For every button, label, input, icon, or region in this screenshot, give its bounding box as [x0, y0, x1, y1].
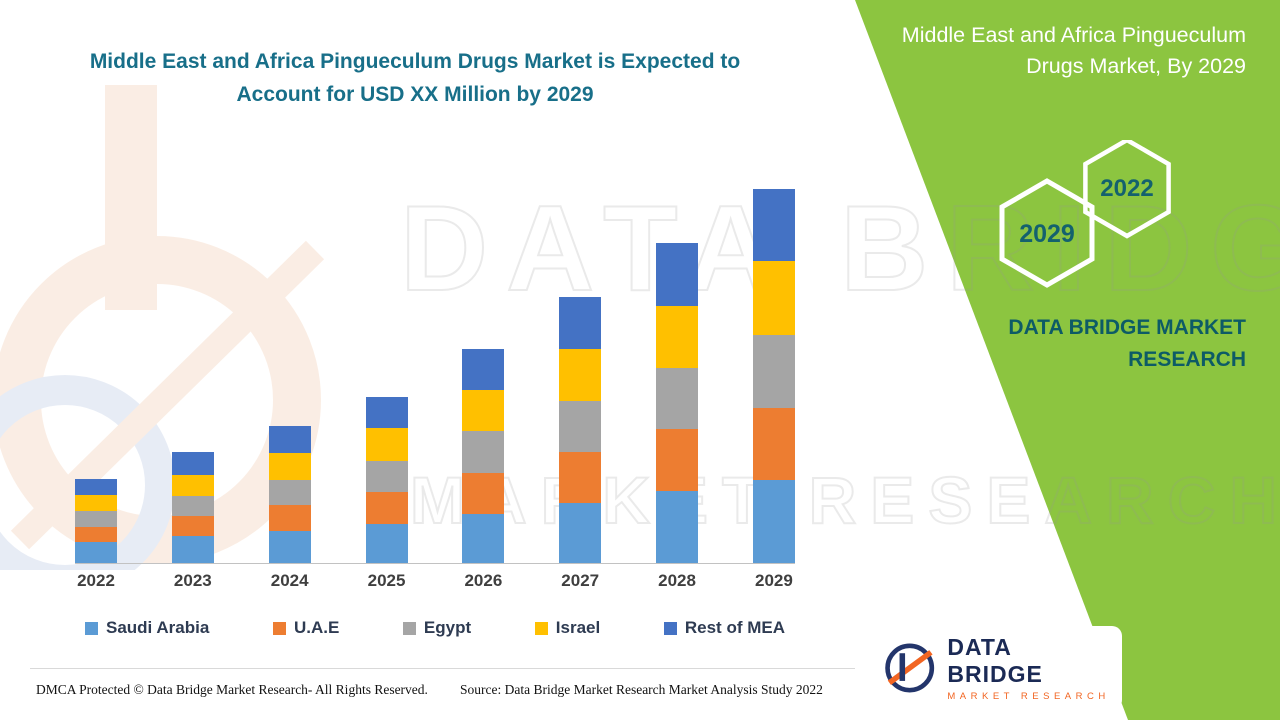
- segment-israel: [365, 428, 408, 461]
- segment-u-a-e: [75, 526, 117, 543]
- logo-tagline: MARKET RESEARCH: [947, 691, 1110, 702]
- segment-u-a-e: [171, 515, 214, 537]
- segment-egypt: [75, 510, 117, 527]
- panel-brand-text: DATA BRIDGE MARKET RESEARCH: [1008, 316, 1246, 371]
- logo-mark-icon: [885, 643, 935, 693]
- segment-israel: [462, 390, 505, 432]
- segment-israel: [75, 495, 117, 511]
- segment-israel: [656, 305, 699, 368]
- bar-2029: [752, 188, 795, 563]
- segment-saudi-arabia: [462, 513, 505, 563]
- bar-2022: [75, 478, 117, 563]
- bar-2027: [559, 296, 602, 563]
- x-tick-label-2023: 2023: [173, 571, 212, 590]
- segment-egypt: [171, 496, 214, 516]
- x-tick-label-2024: 2024: [270, 571, 309, 590]
- panel-title: Middle East and Africa Pingueculum Drugs…: [901, 23, 1246, 79]
- segment-egypt: [462, 431, 505, 473]
- segment-rest-of-mea: [171, 452, 214, 475]
- segment-rest-of-mea: [75, 478, 117, 496]
- segment-saudi-arabia: [365, 523, 408, 563]
- legend-swatch-icon: [402, 621, 416, 635]
- segment-rest-of-mea: [365, 396, 408, 429]
- chart-headline: Middle East and Africa Pingueculum Drugs…: [89, 50, 741, 106]
- year-hexagons: 2022 2029: [999, 140, 1171, 288]
- segment-rest-of-mea: [559, 296, 602, 349]
- segment-egypt: [268, 479, 311, 506]
- legend-item-israel: Israel: [534, 618, 601, 638]
- segment-egypt: [365, 460, 408, 493]
- segment-u-a-e: [559, 452, 602, 504]
- segment-israel: [268, 453, 311, 480]
- legend-item-egypt: Egypt: [402, 618, 472, 638]
- x-tick-label-2028: 2028: [658, 571, 696, 590]
- source-note: Source: Data Bridge Market Research Mark…: [460, 682, 823, 697]
- segment-u-a-e: [268, 505, 311, 531]
- hexagon-year-2029: 2029: [1019, 220, 1075, 248]
- x-tick-label-2025: 2025: [367, 571, 406, 590]
- legend-label: Egypt: [423, 618, 472, 637]
- hexagon-2022: [1083, 140, 1171, 239]
- segment-saudi-arabia: [656, 491, 699, 563]
- segment-saudi-arabia: [268, 530, 311, 563]
- segment-saudi-arabia: [559, 503, 602, 563]
- segment-rest-of-mea: [656, 242, 699, 306]
- segment-egypt: [559, 400, 602, 452]
- hexagon-year-2022: 2022: [1100, 175, 1153, 202]
- bar-2025: [365, 396, 408, 563]
- x-tick-label-2027: 2027: [561, 571, 600, 590]
- legend-swatch-icon: [534, 621, 548, 635]
- segment-saudi-arabia: [171, 536, 214, 563]
- segment-u-a-e: [462, 472, 505, 514]
- legend: Saudi Arabia U.A.E Egypt Israel Rest of MEA: [85, 618, 785, 638]
- legend-item-rest-of-mea: Rest of MEA: [663, 618, 785, 638]
- dmca-notice: DMCA Protected © Data Bridge Market Rese…: [36, 682, 428, 697]
- segment-rest-of-mea: [268, 425, 311, 453]
- bar-2028: [656, 242, 699, 563]
- segment-israel: [171, 474, 214, 497]
- plot-area: [75, 170, 795, 564]
- x-tick-label-2029: 2029: [754, 571, 793, 590]
- x-axis-labels: 2022 2023 2024 2025 2026 2027 2028 2029: [75, 571, 795, 591]
- legend-swatch-icon: [272, 621, 286, 635]
- x-tick-label-2022: 2022: [77, 571, 115, 590]
- legend-label: Israel: [555, 618, 601, 637]
- segment-rest-of-mea: [462, 348, 505, 391]
- segment-u-a-e: [752, 407, 795, 481]
- company-logo: DATA BRIDGE MARKET RESEARCH: [872, 626, 1122, 710]
- segment-saudi-arabia: [752, 480, 795, 563]
- legend-swatch-icon: [85, 621, 98, 635]
- logo-name: DATA BRIDGE: [947, 634, 1043, 687]
- segment-rest-of-mea: [752, 188, 795, 262]
- legend-item-u-a-e: U.A.E: [272, 618, 340, 638]
- legend-label: Saudi Arabia: [106, 618, 210, 637]
- footer-divider: [30, 668, 855, 669]
- bar-2024: [268, 425, 311, 563]
- hexagon-2029: [999, 178, 1095, 288]
- x-tick-label-2026: 2026: [464, 571, 503, 590]
- bar-2026: [462, 348, 505, 563]
- segment-saudi-arabia: [75, 542, 117, 563]
- segment-israel: [559, 348, 602, 401]
- segment-u-a-e: [656, 429, 699, 492]
- legend-label: U.A.E: [293, 618, 340, 637]
- bar-2023: [171, 452, 214, 563]
- segment-egypt: [656, 367, 699, 430]
- segment-israel: [752, 261, 795, 336]
- legend-swatch-icon: [663, 621, 677, 635]
- segment-u-a-e: [365, 492, 408, 524]
- legend-item-saudi-arabia: Saudi Arabia: [85, 618, 209, 638]
- segment-egypt: [752, 335, 795, 408]
- legend-label: Rest of MEA: [684, 618, 785, 637]
